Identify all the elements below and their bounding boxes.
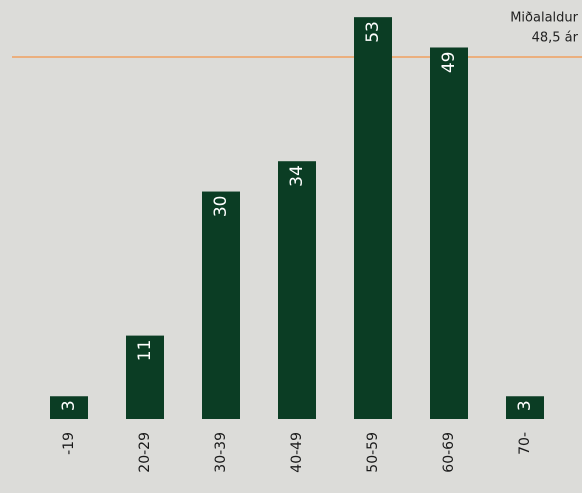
bar bbox=[430, 47, 468, 420]
value-label: 49 bbox=[439, 51, 459, 73]
value-label: 11 bbox=[135, 340, 155, 362]
value-label: 30 bbox=[211, 196, 231, 218]
x-tick-label: 60-69 bbox=[441, 432, 457, 473]
bar bbox=[278, 161, 316, 419]
bar bbox=[202, 191, 240, 419]
value-label: 34 bbox=[287, 165, 307, 187]
x-tick-label: 30-39 bbox=[213, 432, 229, 473]
annotation: Miðalaldur bbox=[510, 11, 578, 26]
x-tick-label: 70- bbox=[517, 432, 533, 455]
bar bbox=[506, 396, 544, 419]
bar bbox=[50, 396, 88, 419]
bar bbox=[354, 17, 392, 420]
value-label: 53 bbox=[363, 21, 383, 43]
x-tick-label: 50-59 bbox=[365, 432, 381, 473]
x-tick-label: 40-49 bbox=[289, 432, 305, 473]
value-label: 3 bbox=[515, 400, 535, 411]
x-tick-label: 20-29 bbox=[137, 432, 153, 473]
x-tick-label: -19 bbox=[61, 432, 77, 455]
annotation: 48,5 ár bbox=[532, 31, 579, 46]
bar bbox=[126, 335, 164, 419]
value-label: 3 bbox=[59, 400, 79, 411]
